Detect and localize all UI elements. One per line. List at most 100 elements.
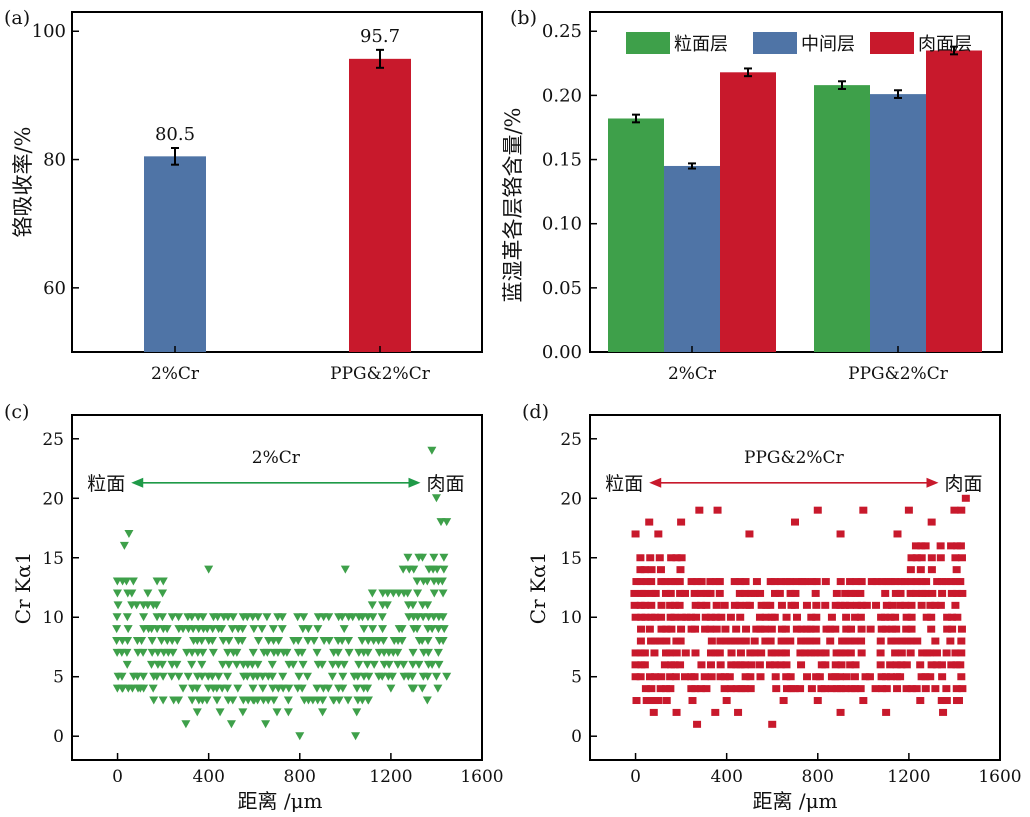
data-point — [377, 672, 387, 681]
data-point — [117, 672, 127, 681]
data-point — [792, 625, 801, 633]
data-point — [706, 649, 715, 657]
data-point — [882, 601, 891, 609]
data-point — [891, 578, 900, 586]
data-point — [691, 601, 700, 609]
data-point — [123, 637, 133, 646]
data-point — [888, 601, 897, 609]
data-point — [417, 684, 427, 693]
data-point — [198, 613, 208, 622]
data-point — [439, 553, 449, 562]
data-point — [887, 637, 896, 645]
data-point — [681, 649, 690, 657]
data-point — [856, 613, 865, 621]
data-point — [383, 589, 393, 598]
data-point — [917, 601, 926, 609]
data-point — [641, 601, 650, 609]
data-point — [662, 637, 671, 645]
data-point — [267, 660, 277, 669]
data-point — [851, 589, 860, 597]
data-point — [666, 673, 675, 681]
data-point — [670, 613, 679, 621]
data-point — [670, 661, 679, 669]
data-point — [278, 684, 288, 693]
data-point — [677, 518, 686, 526]
data-point — [222, 684, 232, 693]
data-point — [656, 637, 665, 645]
data-point — [800, 649, 809, 657]
data-point — [741, 673, 750, 681]
data-point — [881, 589, 890, 597]
data-point — [952, 685, 961, 693]
data-point — [423, 601, 433, 610]
data-point — [248, 648, 258, 657]
data-point — [695, 506, 704, 514]
data-point — [770, 578, 779, 586]
data-point — [842, 613, 851, 621]
data-point — [957, 554, 966, 562]
data-point — [143, 589, 153, 598]
data-point — [152, 672, 162, 681]
data-point — [947, 578, 956, 586]
data-point — [676, 589, 685, 597]
data-point — [856, 589, 865, 597]
data-point — [283, 696, 293, 705]
data-point — [836, 708, 845, 716]
panel-b-x-ticks: 2%Cr PPG&2%Cr — [668, 346, 949, 384]
data-point — [958, 589, 967, 597]
data-point — [716, 637, 725, 645]
data-point — [956, 542, 965, 550]
data-point — [766, 601, 775, 609]
data-point — [303, 637, 313, 646]
data-point — [745, 530, 754, 538]
legend-label: 中间层 — [801, 34, 855, 55]
data-point — [433, 625, 443, 634]
data-point — [948, 625, 957, 633]
data-point — [927, 566, 936, 574]
data-point — [378, 637, 388, 646]
data-point — [261, 720, 271, 729]
data-point — [172, 660, 182, 669]
data-point — [732, 625, 741, 633]
data-point — [127, 589, 137, 598]
data-point — [715, 578, 724, 586]
data-point — [398, 565, 408, 574]
legend-label: 粒面层 — [674, 34, 728, 55]
data-point — [847, 589, 856, 597]
bar — [814, 85, 870, 352]
data-point — [958, 685, 967, 693]
data-point — [857, 625, 866, 633]
x-tick-label: 800 — [284, 767, 316, 787]
data-point — [268, 625, 278, 634]
data-point — [756, 673, 765, 681]
data-point — [886, 613, 895, 621]
data-point — [413, 589, 423, 598]
data-point — [312, 684, 322, 693]
data-point — [881, 613, 890, 621]
data-point — [657, 625, 666, 633]
data-point — [841, 637, 850, 645]
data-point — [812, 613, 821, 621]
data-point — [957, 649, 966, 657]
data-point — [927, 625, 936, 633]
data-point — [208, 625, 218, 634]
data-point — [158, 696, 168, 705]
data-point — [278, 672, 288, 681]
data-point — [665, 649, 674, 657]
data-point — [867, 578, 876, 586]
data-point — [732, 685, 741, 693]
data-point — [921, 542, 930, 550]
data-point — [128, 577, 138, 586]
data-point — [747, 661, 756, 669]
data-point — [938, 673, 947, 681]
data-point — [755, 661, 764, 669]
y-tick-label: 0.15 — [542, 150, 582, 171]
data-label: 80.5 — [155, 124, 195, 145]
data-point — [283, 708, 293, 717]
data-point — [912, 685, 921, 693]
data-point — [957, 506, 966, 514]
data-point — [852, 578, 861, 586]
panel-a-bars: 80.5 95.7 — [144, 26, 411, 352]
data-point — [248, 684, 258, 693]
data-point — [815, 673, 824, 681]
